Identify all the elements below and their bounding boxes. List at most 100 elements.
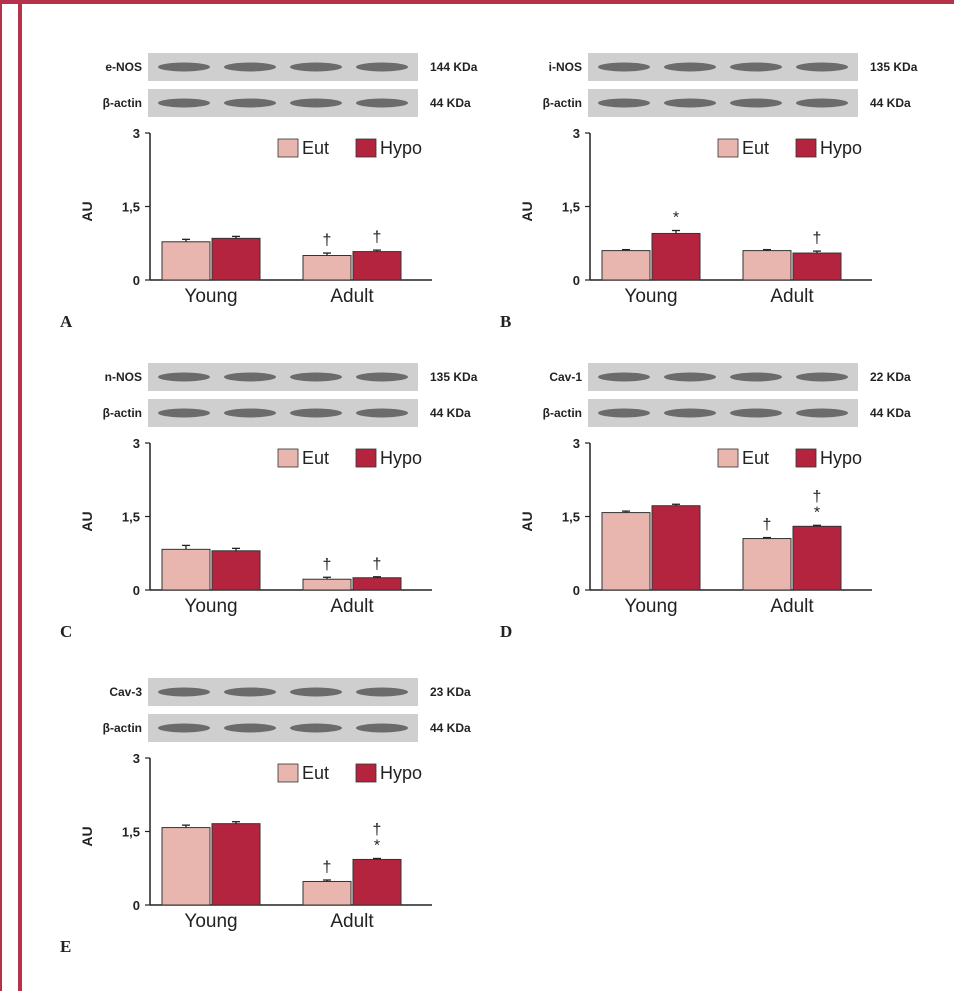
blot-label: Cav-3 — [109, 685, 142, 699]
panel-e: Cav-3 23 KDa β-actin 44 KDa 0 1,5 3 AU Young Adul… — [60, 670, 480, 970]
category-label: Adult — [330, 596, 374, 617]
blot-band — [158, 687, 210, 697]
panel-letter: D — [500, 622, 512, 641]
chart-svg: Cav-3 23 KDa β-actin 44 KDa 0 1,5 3 AU Young Adul… — [60, 678, 471, 956]
category-label: Adult — [770, 596, 814, 617]
significance-mark: * — [673, 210, 679, 227]
blot-band — [356, 372, 408, 382]
blot-band — [356, 62, 408, 72]
category-label: Young — [624, 286, 677, 307]
panel-d: Cav-1 22 KDa β-actin 44 KDa 0 1,5 3 AU Young Adul… — [500, 355, 920, 655]
chart-svg: n-NOS 135 KDa β-actin 44 KDa 0 1,5 3 AU Young Adu… — [60, 363, 478, 641]
y-tick-label: 3 — [133, 751, 140, 766]
significance-mark: † — [813, 488, 822, 505]
category-label: Adult — [330, 286, 374, 307]
blot-label: β-actin — [543, 96, 582, 110]
legend-swatch-eut — [277, 763, 299, 783]
significance-mark: † — [373, 229, 382, 246]
bar-eut — [742, 250, 792, 281]
blot-band — [598, 372, 650, 382]
category-label: Young — [184, 596, 237, 617]
significance-mark: † — [323, 232, 332, 249]
blot-band — [356, 723, 408, 733]
y-tick-label: 0 — [133, 583, 140, 598]
blot-band — [158, 372, 210, 382]
blot-band — [290, 723, 342, 733]
blot-band — [730, 372, 782, 382]
panel-letter: B — [500, 312, 511, 331]
panel-letter: C — [60, 622, 72, 641]
legend-swatch-eut — [717, 448, 739, 468]
legend-label: Hypo — [380, 763, 422, 783]
bar-eut — [302, 880, 352, 906]
y-tick-label: 0 — [133, 273, 140, 288]
bar-hypo — [352, 577, 402, 591]
category-label: Young — [184, 286, 237, 307]
significance-mark: † — [763, 517, 772, 534]
significance-mark: † — [373, 821, 382, 838]
blot-band — [664, 98, 716, 108]
y-tick-label: 3 — [573, 126, 580, 141]
significance-mark: † — [813, 230, 822, 247]
legend-label: Eut — [742, 138, 769, 158]
frame-border-left-outer — [0, 0, 2, 991]
blot-label: n-NOS — [105, 370, 142, 384]
bar-hypo — [651, 232, 701, 281]
blot-band — [224, 98, 276, 108]
blot-band — [290, 372, 342, 382]
y-tick-label: 1,5 — [122, 510, 140, 525]
blot-band — [158, 62, 210, 72]
significance-mark: † — [323, 556, 332, 573]
blot-kda-label: 44 KDa — [430, 96, 471, 110]
chart-svg: e-NOS 144 KDa β-actin 44 KDa 0 1,5 3 AU Young Adu… — [60, 53, 478, 331]
y-tick-label: 1,5 — [562, 510, 580, 525]
blot-label: i-NOS — [549, 60, 582, 74]
significance-mark: † — [373, 556, 382, 573]
bar-hypo — [352, 251, 402, 281]
bar-hypo — [211, 550, 261, 591]
y-tick-label: 1,5 — [122, 200, 140, 215]
frame-border-left — [18, 0, 22, 991]
y-tick-label: 0 — [133, 898, 140, 913]
blot-band — [598, 98, 650, 108]
y-tick-label: 3 — [573, 436, 580, 451]
legend-label: Hypo — [820, 138, 862, 158]
bar-eut — [742, 538, 792, 591]
blot-kda-label: 44 KDa — [870, 406, 911, 420]
legend-swatch-hypo — [795, 138, 817, 158]
blot-label: β-actin — [543, 406, 582, 420]
blot-kda-label: 22 KDa — [870, 370, 911, 384]
blot-band — [224, 372, 276, 382]
legend-swatch-eut — [277, 448, 299, 468]
legend-label: Eut — [742, 448, 769, 468]
legend-swatch-eut — [717, 138, 739, 158]
y-axis-label: AU — [79, 511, 95, 531]
blot-band — [356, 98, 408, 108]
bar-hypo — [792, 252, 842, 281]
significance-mark: * — [374, 837, 380, 854]
blot-kda-label: 44 KDa — [870, 96, 911, 110]
significance-mark: * — [814, 504, 820, 521]
legend-label: Eut — [302, 763, 329, 783]
category-label: Young — [624, 596, 677, 617]
legend-swatch-hypo — [355, 763, 377, 783]
significance-mark: † — [323, 859, 332, 876]
blot-kda-label: 135 KDa — [870, 60, 918, 74]
bar-hypo — [211, 237, 261, 281]
y-axis-label: AU — [79, 201, 95, 221]
bar-eut — [161, 827, 211, 906]
bar-eut — [601, 512, 651, 591]
chart-svg: i-NOS 135 KDa β-actin 44 KDa 0 1,5 3 AU Young Adu… — [500, 53, 918, 331]
legend-swatch-hypo — [795, 448, 817, 468]
bar-eut — [161, 241, 211, 281]
y-tick-label: 0 — [573, 273, 580, 288]
bar-hypo — [352, 858, 402, 906]
bar-eut — [161, 548, 211, 591]
blot-band — [598, 408, 650, 418]
blot-band — [796, 372, 848, 382]
legend-label: Hypo — [380, 448, 422, 468]
blot-band — [796, 408, 848, 418]
blot-kda-label: 135 KDa — [430, 370, 478, 384]
blot-band — [224, 62, 276, 72]
